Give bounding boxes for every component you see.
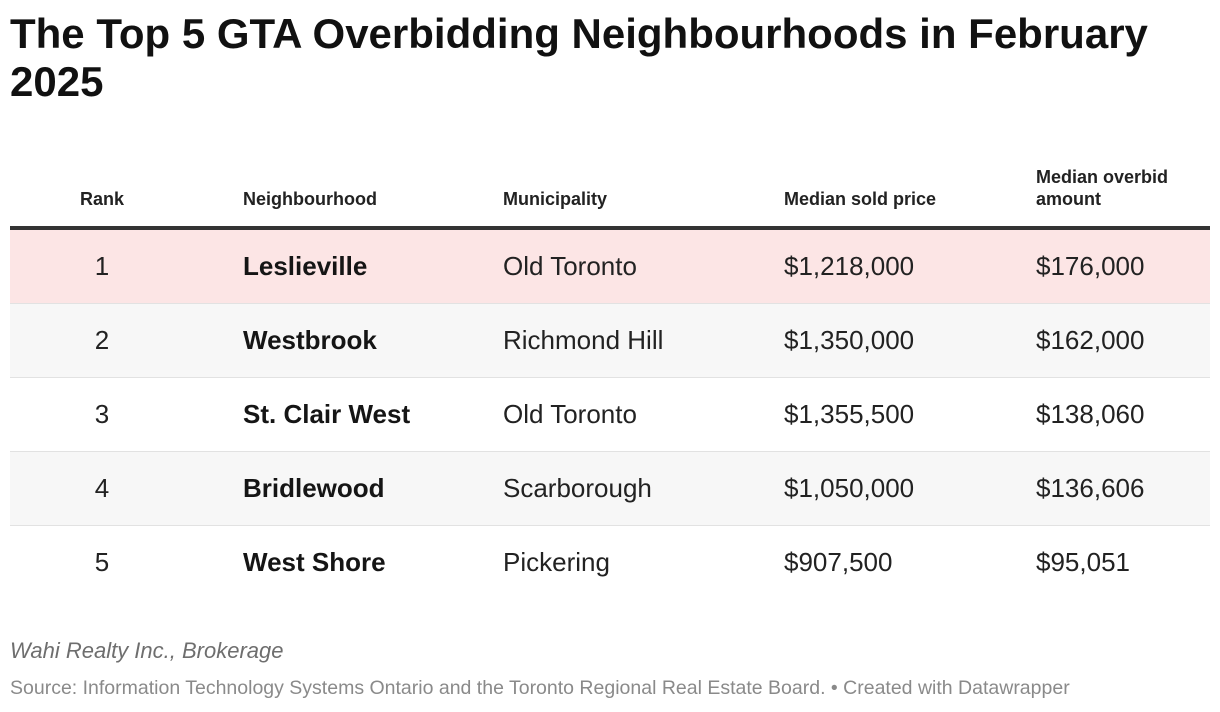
- cell-median-overbid-amount: $162,000: [1036, 325, 1145, 355]
- cell-median-overbid-amount: $95,051: [1036, 547, 1130, 577]
- column-header-rank[interactable]: Rank: [79, 189, 124, 209]
- cell-municipality: Richmond Hill: [503, 325, 664, 355]
- chart-title: The Top 5 GTA Overbidding Neighbourhoods…: [10, 10, 1148, 105]
- cell-municipality: Scarborough: [503, 473, 652, 503]
- cell-municipality: Pickering: [503, 547, 610, 577]
- cell-median-sold-price: $907,500: [784, 547, 893, 577]
- table-row: 5 West Shore Pickering $907,500 $95,051: [10, 526, 1210, 599]
- cell-rank: 3: [94, 399, 110, 429]
- cell-neighbourhood: St. Clair West: [243, 399, 411, 429]
- cell-municipality: Old Toronto: [503, 399, 637, 429]
- cell-municipality: Old Toronto: [503, 251, 637, 281]
- table-header: Rank Neighbourhood Municipality Median s…: [10, 150, 1210, 230]
- cell-rank: 5: [94, 547, 110, 577]
- cell-median-sold-price: $1,355,500: [784, 399, 915, 429]
- column-header-neighbourhood[interactable]: Neighbourhood: [243, 189, 377, 209]
- cell-median-sold-price: $1,350,000: [784, 325, 915, 355]
- table-row: 1 Leslieville Old Toronto $1,218,000 $17…: [10, 230, 1210, 304]
- cell-median-overbid-amount: $138,060: [1036, 399, 1145, 429]
- cell-median-sold-price: $1,050,000: [784, 473, 915, 503]
- table-row: 4 Bridlewood Scarborough $1,050,000 $136…: [10, 452, 1210, 526]
- cell-median-sold-price: $1,218,000: [784, 251, 915, 281]
- data-table: Rank Neighbourhood Municipality Median s…: [10, 150, 1210, 599]
- cell-median-overbid-amount: $136,606: [1036, 473, 1145, 503]
- cell-neighbourhood: Westbrook: [243, 325, 377, 355]
- cell-neighbourhood: West Shore: [243, 547, 386, 577]
- column-header-municipality[interactable]: Municipality: [503, 189, 608, 209]
- cell-median-overbid-amount: $176,000: [1036, 251, 1145, 281]
- column-header-median-overbid-amount[interactable]: Median overbid amount: [1036, 167, 1169, 209]
- cell-rank: 2: [94, 325, 110, 355]
- column-header-median-sold-price[interactable]: Median sold price: [784, 189, 937, 209]
- table-row: 2 Westbrook Richmond Hill $1,350,000 $16…: [10, 304, 1210, 378]
- cell-neighbourhood: Leslieville: [243, 251, 368, 281]
- cell-rank: 4: [94, 473, 110, 503]
- footer-brand: Wahi Realty Inc., Brokerage: [10, 638, 284, 663]
- cell-neighbourhood: Bridlewood: [243, 473, 385, 503]
- table-row: 3 St. Clair West Old Toronto $1,355,500 …: [10, 378, 1210, 452]
- cell-rank: 1: [94, 251, 110, 281]
- footer-source: Source: Information Technology Systems O…: [10, 677, 1070, 699]
